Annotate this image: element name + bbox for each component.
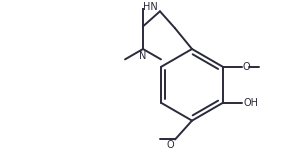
Text: OH: OH — [244, 98, 259, 108]
Text: HN: HN — [143, 2, 158, 12]
Text: O: O — [243, 62, 251, 72]
Text: O: O — [166, 140, 174, 150]
Text: N: N — [139, 51, 147, 61]
